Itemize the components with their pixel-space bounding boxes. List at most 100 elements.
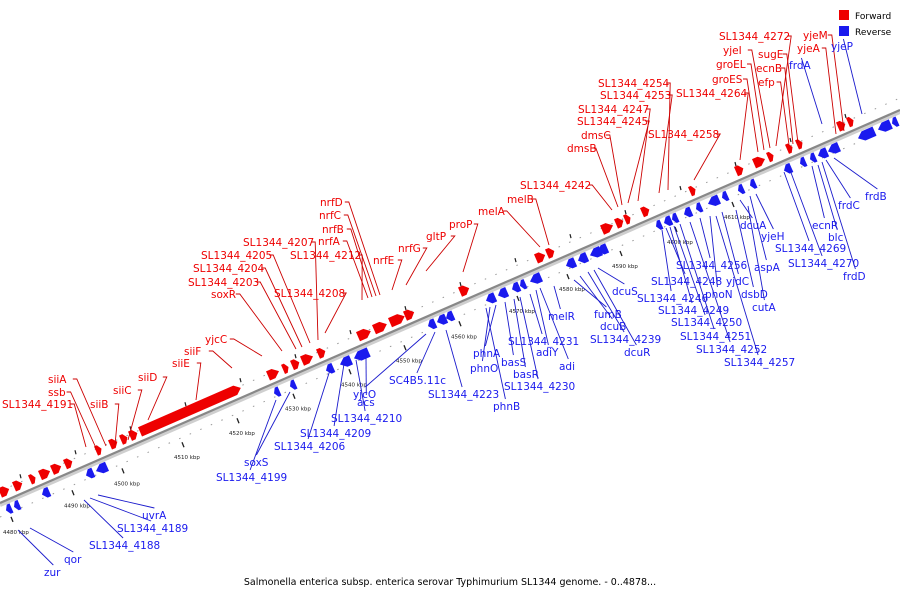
forward-gene-arrow (687, 185, 696, 197)
reverse-gene-arrow (512, 281, 522, 293)
forward-leader-line (666, 82, 671, 191)
reverse-leader-line (597, 267, 625, 285)
reverse-gene-label: SL1344_4257 (724, 357, 795, 369)
forward-gene-arrow (835, 120, 846, 132)
reverse-gene-label: dsbD (741, 289, 768, 301)
reverse-leader-line (355, 359, 366, 412)
reverse-gene-label: SL1344_4251 (680, 331, 751, 343)
reverse-gene-arrow (340, 355, 353, 367)
reverse-leader-line (689, 221, 731, 343)
forward-gene-label: siiC (113, 385, 132, 397)
reverse-gene-label: SL1344_4231 (508, 336, 579, 348)
scale-tick-mark (674, 226, 678, 233)
scale-tick-label: 4590 kbp (612, 264, 638, 270)
forward-leader-line (425, 235, 456, 272)
forward-leader-line (311, 241, 319, 341)
forward-gene-arrow (315, 347, 326, 359)
reverse-leader-line (307, 369, 331, 440)
reverse-gene-arrow (722, 190, 730, 202)
reverse-leader-line (755, 193, 774, 230)
forward-gene-label: dmsB (567, 143, 597, 155)
reverse-gene-label: blc (828, 232, 844, 244)
reverse-gene-label: SL1344_4239 (590, 334, 661, 346)
reverse-gene-label: melR (548, 311, 575, 323)
reverse-gene-label: dcuS (612, 286, 638, 298)
reverse-gene-label: SL1344_4188 (89, 540, 160, 552)
reverse-leader-line (89, 497, 152, 522)
forward-leader-line (342, 240, 369, 299)
minor-tick-mark (459, 281, 462, 287)
forward-gene-label: proP (449, 219, 473, 231)
reverse-gene-label: phnA (473, 348, 501, 360)
forward-gene-label: SL1344_4258 (648, 129, 719, 141)
reverse-gene-label: adiY (536, 347, 559, 359)
forward-gene-label: SL1344_4264 (676, 88, 748, 100)
reverse-gene-arrow (96, 461, 109, 474)
forward-gene-label: SL1344_4212 (290, 250, 361, 262)
forward-gene-arrow (639, 206, 650, 218)
reverse-leader-line (83, 499, 124, 539)
reverse-leader-line (715, 215, 759, 356)
reverse-gene-arrow (858, 126, 877, 141)
minor-tick-mark (569, 233, 572, 239)
forward-gene-label: SL1344_4205 (201, 250, 272, 262)
reverse-leader-line (97, 494, 155, 509)
forward-gene-arrow (137, 385, 241, 437)
forward-gene-arrow (265, 368, 279, 381)
forward-gene-label: soxR (211, 289, 236, 301)
reverse-gene-label: cutA (752, 302, 777, 314)
reverse-leader-line (504, 301, 514, 356)
forward-gene-arrow (371, 321, 387, 335)
forward-gene-label: SL1344_4204 (193, 263, 265, 275)
scale-tick-mark (619, 250, 623, 257)
forward-leader-line (195, 362, 202, 401)
legend-swatch-forward (839, 10, 849, 20)
forward-leader-line (747, 49, 771, 149)
reverse-gene-label: phnB (493, 401, 520, 413)
forward-gene-label: ssb (48, 387, 66, 399)
reverse-gene-arrow (6, 503, 14, 514)
scale-tick-label: 4610 kbp (724, 215, 750, 221)
reverse-leader-line (749, 195, 767, 261)
reverse-gene-arrow (86, 467, 96, 479)
scale-tick-mark (731, 201, 735, 208)
forward-leader-line (821, 47, 837, 135)
reverse-gene-arrow (818, 147, 830, 159)
minor-tick-mark (514, 257, 517, 263)
reverse-gene-label: qor (64, 554, 82, 566)
forward-gene-arrow (733, 165, 744, 177)
reverse-leader-line (519, 296, 539, 380)
reverse-gene-arrow (274, 386, 282, 397)
reverse-leader-line (747, 205, 765, 301)
reverse-gene-label: ecnR (812, 220, 838, 232)
reverse-gene-arrow (566, 257, 578, 269)
forward-leader-line (346, 228, 373, 298)
reverse-gene-label: frdD (843, 271, 866, 283)
scale-tick-label: 4500 kbp (114, 481, 140, 487)
reverse-gene-arrow (892, 116, 900, 127)
forward-gene-arrow (784, 143, 793, 154)
forward-leader-line (344, 201, 381, 296)
scale-tick-label: 4550 kbp (396, 358, 422, 364)
forward-leader-line (502, 210, 541, 248)
reverse-leader-line (535, 289, 549, 346)
forward-leader-line (208, 350, 233, 369)
reverse-leader-line (833, 157, 878, 190)
reverse-leader-line (365, 333, 427, 388)
reverse-gene-label: dcuB (600, 321, 626, 333)
minor-tick-mark (349, 330, 352, 335)
reverse-gene-arrow (578, 252, 590, 264)
backbone-shadow (0, 110, 900, 507)
forward-gene-arrow (299, 354, 313, 366)
reverse-gene-arrow (437, 313, 449, 325)
forward-leader-line (531, 198, 550, 246)
forward-gene-arrow (845, 116, 854, 128)
reverse-leader-line (783, 171, 810, 242)
forward-leader-line (747, 63, 765, 151)
reverse-leader-line (553, 285, 561, 310)
forward-gene-label: siiE (172, 358, 190, 370)
reverse-gene-label: SL1344_4209 (300, 428, 371, 440)
forward-gene-label: efp (758, 77, 775, 89)
reverse-leader-line (800, 57, 823, 125)
forward-gene-arrow (289, 359, 300, 371)
